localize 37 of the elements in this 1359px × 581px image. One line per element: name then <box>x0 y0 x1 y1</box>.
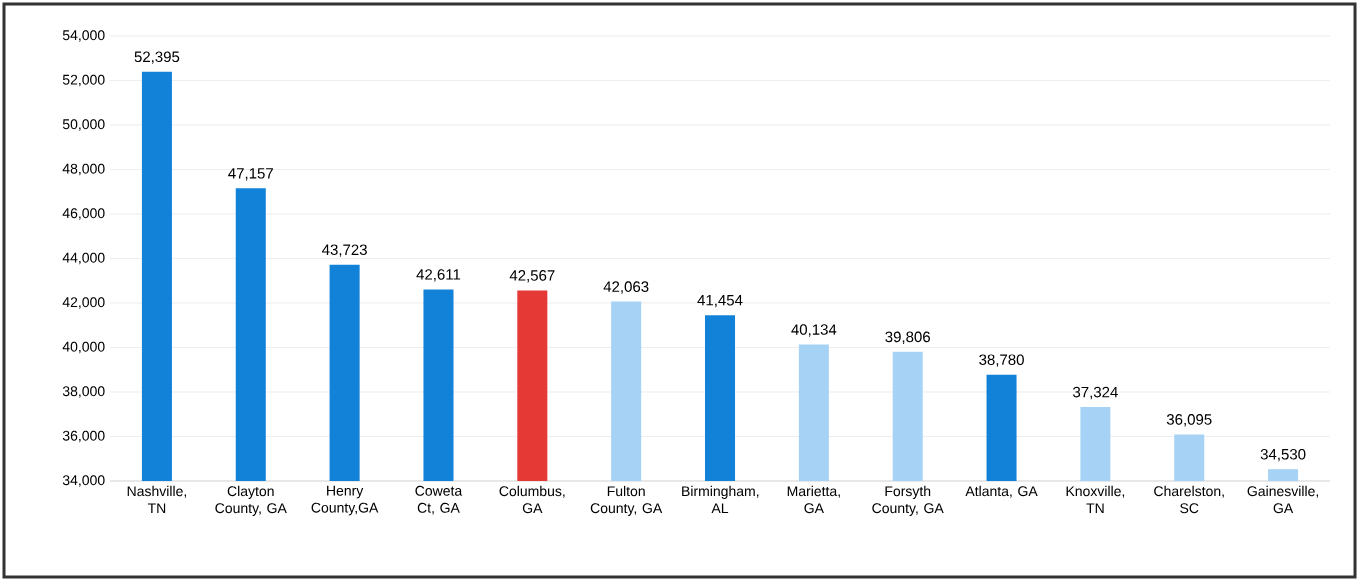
x-tick-label: Nashville, TN <box>127 485 186 514</box>
y-tick-label: 46,000 <box>62 208 105 220</box>
x-tick-label: Henry County,GA <box>311 485 379 516</box>
data-label: 36,095 <box>1166 414 1212 427</box>
data-label: 42,063 <box>603 281 649 294</box>
y-tick-label: 52,000 <box>62 74 105 87</box>
data-label: 39,806 <box>885 331 930 344</box>
y-tick-label: 42,000 <box>62 297 105 309</box>
x-tick-label: Knoxville, TN <box>1066 485 1125 514</box>
data-label: 41,454 <box>697 295 743 308</box>
data-label: 47,157 <box>228 168 273 181</box>
x-tick-label: Clayton County, GA <box>215 485 287 516</box>
data-label: 42,611 <box>416 269 461 282</box>
data-label: 42,567 <box>509 270 555 283</box>
y-tick-label: 40,000 <box>62 341 105 354</box>
x-tick-label: Birmingham, AL <box>682 485 759 514</box>
x-tick-label: Charelston, SC <box>1154 485 1224 514</box>
y-tick-label: 34,000 <box>62 475 105 487</box>
data-label: 38,780 <box>979 354 1024 367</box>
y-tick-label: 38,000 <box>62 386 105 398</box>
y-tick-label: 44,000 <box>62 252 105 265</box>
x-tick-label: Forsyth County, GA <box>872 485 944 516</box>
x-tick-label: Columbus, GA <box>499 485 565 514</box>
x-tick-label: Gainesville, GA <box>1247 485 1318 514</box>
data-label: 37,324 <box>1073 386 1118 400</box>
data-label: 52,395 <box>134 51 180 64</box>
x-tick-label: Marietta, GA <box>787 485 840 514</box>
data-label: 43,723 <box>322 244 367 257</box>
x-tick-label: Atlanta, GA <box>965 485 1038 498</box>
y-tick-label: 54,000 <box>62 30 105 42</box>
data-label: 40,134 <box>791 324 837 337</box>
x-tick-label: Coweta Ct, GA <box>415 485 463 515</box>
y-tick-label: 50,000 <box>62 119 105 131</box>
x-tick-label: Fulton County, GA <box>590 485 663 516</box>
y-tick-label: 48,000 <box>62 163 105 176</box>
y-tick-label: 36,000 <box>62 430 105 443</box>
data-label: 34,530 <box>1260 448 1306 462</box>
